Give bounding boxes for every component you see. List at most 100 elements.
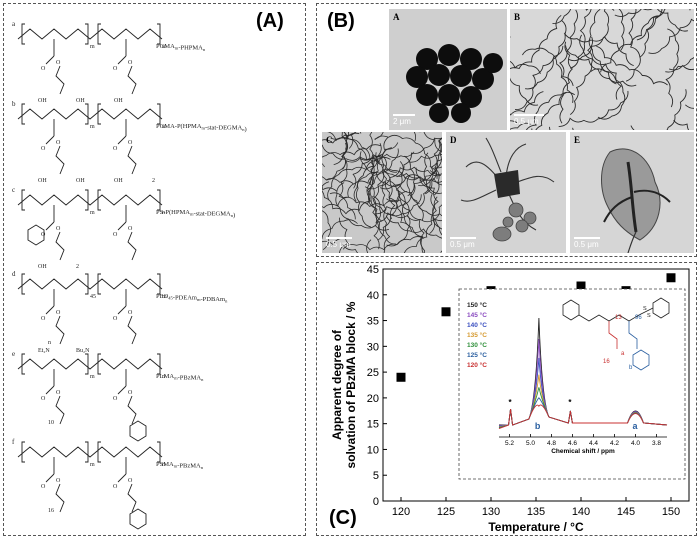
y-tick-label: 35	[367, 316, 379, 328]
worm-strand	[330, 132, 357, 140]
y-axis-label-line2: solvation of PBzMA block / %	[344, 301, 358, 468]
worm-strand	[415, 167, 442, 236]
polymer-structure-f: f m n 16 O O O O PSMAm-PBzMAn	[12, 438, 204, 530]
worm-strand	[628, 9, 641, 58]
carbonyl-bond	[117, 385, 127, 395]
worm-strand	[364, 166, 442, 190]
oxygen-atom: O	[56, 390, 61, 396]
structure-label: b	[629, 365, 633, 371]
alkyl-chain	[127, 65, 137, 95]
structure-letter: a	[12, 20, 16, 28]
oxygen-atom: O	[41, 484, 46, 490]
repeat-subscript: 10	[48, 420, 54, 426]
worm-strand	[343, 132, 381, 163]
worm-strand	[685, 104, 694, 109]
repeat-bracket	[97, 189, 101, 211]
x-tick-label: 140	[572, 506, 590, 518]
scale-bar	[393, 114, 415, 116]
worm-strand	[322, 183, 354, 209]
scale-label: 2 μm	[393, 117, 411, 126]
benzene-ring	[652, 297, 670, 319]
worm-strand	[374, 132, 442, 153]
tem-image-a: A 2 μm	[389, 9, 507, 130]
inset-x-tick-label: 4.6	[568, 440, 577, 447]
worm-strand	[322, 174, 379, 185]
worm-strand	[322, 237, 346, 246]
worm-strand	[570, 9, 592, 69]
worm-strand	[322, 185, 337, 192]
repeat-subscript: n	[162, 124, 165, 130]
repeat-bracket	[97, 273, 101, 295]
oxygen-atom: O	[128, 478, 133, 484]
alkyl-chain	[127, 231, 137, 261]
worm-strand	[356, 154, 382, 228]
oxygen-atom: O	[56, 478, 61, 484]
backbone	[17, 278, 163, 290]
repeat-subscript: m	[90, 124, 95, 130]
legend-entry: 125 °C	[467, 351, 487, 359]
y-tick-label: 15	[367, 419, 379, 431]
worm-strand	[374, 155, 416, 215]
worm-strand	[559, 9, 578, 87]
repeat-bracket	[97, 441, 101, 463]
scale-bar	[514, 114, 544, 116]
functional-group: Bu₂N	[76, 348, 90, 354]
worm-strand	[379, 176, 442, 190]
worm-strand	[397, 190, 426, 253]
oxygen-atom: O	[128, 390, 133, 396]
repeat-subscript: n	[162, 462, 165, 468]
legend-entry: 150 °C	[467, 301, 487, 309]
functional-group: OH	[114, 178, 123, 184]
x-tick-label: 145	[617, 506, 635, 518]
carbonyl-bond	[117, 55, 127, 65]
structure-label: 16	[603, 359, 610, 365]
worm-strand	[339, 217, 350, 253]
polymer-structure-e: e m n 10 O O O O PLMAm-PBzMAn	[12, 350, 204, 442]
scale-bar	[574, 237, 600, 239]
functional-group: 2	[76, 264, 79, 270]
repeat-bracket	[21, 441, 25, 463]
inset-x-axis-label: Chemical shift / ppm	[551, 448, 615, 455]
panel-a-label: (A)	[256, 10, 284, 32]
worm-strand	[590, 68, 626, 120]
benzene-ring	[27, 224, 45, 246]
chemical-structures: a m n O O O O OH OH OH PGMAm-PHPMAn b m n O O O O OH OH OH 2 P…	[12, 20, 247, 530]
alkyl-chain	[127, 315, 137, 345]
inset-x-tick-label: 4.2	[610, 440, 619, 447]
repeat-bracket	[21, 353, 25, 375]
repeat-bracket	[85, 189, 89, 211]
worm-strand	[368, 143, 382, 223]
worm-strand	[510, 36, 539, 106]
y-tick-label: 5	[373, 470, 379, 482]
alkyl-chain	[55, 483, 65, 513]
structure-label: 96	[635, 315, 642, 321]
worm-strand	[568, 9, 610, 62]
panel-b: (B) A 2 μm B 0.5 μm C 0.5 μm	[316, 3, 697, 257]
y-tick-label: 0	[373, 496, 379, 508]
inset-x-tick-label: 3.8	[652, 440, 661, 447]
worm-strand	[535, 92, 567, 130]
oxygen-atom: O	[41, 146, 46, 152]
worm-strand	[596, 45, 668, 86]
worm-strand	[385, 215, 442, 239]
repeat-subscript: m	[90, 462, 95, 468]
dense-worms-micrograph	[322, 132, 442, 253]
worm-strand	[618, 9, 625, 51]
tem-image-c: C 0.5 μm	[322, 132, 442, 253]
panel-c-label: (C)	[329, 507, 357, 529]
scale-label: 0.5 μm	[450, 240, 475, 249]
polymer-name: PSMAm-PBzMAn	[156, 461, 204, 470]
polymer-name: PEO45-PDEAmm-PDBAmn	[156, 293, 228, 304]
x-tick-label: 130	[482, 506, 500, 518]
oxygen-atom: O	[56, 226, 61, 232]
backbone	[17, 194, 163, 206]
tem-tag: E	[574, 135, 581, 145]
tem-tag: D	[450, 135, 457, 145]
pbzma-structure: 13 96 16 a b SS	[562, 297, 670, 371]
benzene-ring	[632, 349, 650, 371]
worm-strand	[396, 137, 442, 178]
worm-strand	[383, 157, 412, 232]
carbonyl-bond	[117, 473, 127, 483]
repeat-bracket	[85, 353, 89, 375]
worm-strand	[374, 134, 438, 179]
